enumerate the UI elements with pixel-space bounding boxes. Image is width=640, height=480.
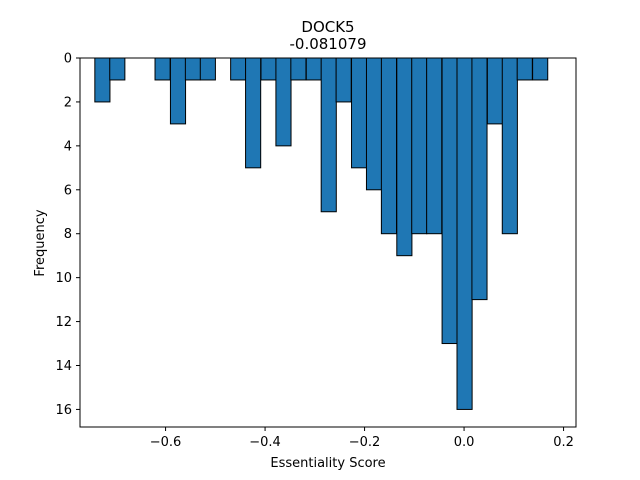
y-axis-label: Frequency — [33, 209, 48, 276]
y-tick-label-0: 0 — [64, 52, 72, 67]
histogram-bar-25 — [516, 57, 533, 81]
y-tick-label-4: 8 — [64, 227, 72, 242]
histogram-bar-10 — [290, 57, 307, 81]
histogram-bar-8 — [260, 57, 277, 81]
x-tick-label-3: 0.0 — [454, 435, 475, 450]
histogram-bar-9 — [275, 57, 292, 147]
y-tick-label-1: 2 — [64, 95, 72, 110]
histogram-bar-4 — [184, 57, 201, 81]
x-tick-label-1: −0.4 — [249, 435, 281, 450]
x-tick-label-2: −0.2 — [349, 435, 381, 450]
y-tick-label-2: 4 — [64, 139, 72, 154]
bars-group — [94, 57, 549, 410]
y-tick-label-6: 12 — [55, 315, 72, 330]
histogram-bar-1 — [109, 57, 126, 81]
histogram-bar-15 — [365, 57, 383, 191]
histogram-bar-13 — [335, 57, 352, 103]
histogram-bar-11 — [305, 57, 322, 81]
histogram-bar-18 — [411, 57, 428, 235]
histogram-bar-3 — [169, 57, 187, 125]
histogram-bar-5 — [199, 57, 216, 81]
y-axis-ticks: 0 2 4 6 8 10 12 14 16 — [55, 52, 80, 418]
chart-subtitle: -0.081079 — [290, 35, 367, 53]
histogram-bar-17 — [396, 57, 413, 257]
y-tick-label-8: 16 — [55, 403, 72, 418]
chart-title: DOCK5 — [301, 18, 354, 36]
x-tick-label-0: −0.6 — [150, 435, 182, 450]
x-tick-label-4: 0.2 — [553, 435, 574, 450]
histogram-bar-26 — [532, 57, 549, 81]
x-axis-label: Essentiality Score — [270, 456, 385, 471]
histogram-bar-23 — [486, 57, 503, 125]
histogram-bar-0 — [94, 57, 111, 103]
histogram-bar-19 — [426, 57, 443, 235]
y-tick-label-5: 10 — [55, 271, 72, 286]
histogram-bar-16 — [380, 57, 398, 235]
y-tick-label-7: 14 — [55, 359, 72, 374]
histogram-bar-6 — [230, 57, 247, 81]
histogram-bar-20 — [441, 57, 458, 345]
x-axis-ticks: −0.6 −0.4 −0.2 0.0 0.2 — [150, 427, 574, 450]
y-tick-label-3: 6 — [64, 183, 72, 198]
histogram-bar-21 — [456, 57, 473, 410]
histogram-bar-24 — [501, 57, 518, 235]
histogram-bar-2 — [154, 57, 171, 81]
histogram-bar-12 — [320, 57, 337, 213]
histogram-bar-22 — [471, 57, 488, 301]
histogram-bar-14 — [351, 57, 368, 169]
plot-frame — [79, 57, 577, 428]
histogram-bar-7 — [245, 57, 262, 169]
